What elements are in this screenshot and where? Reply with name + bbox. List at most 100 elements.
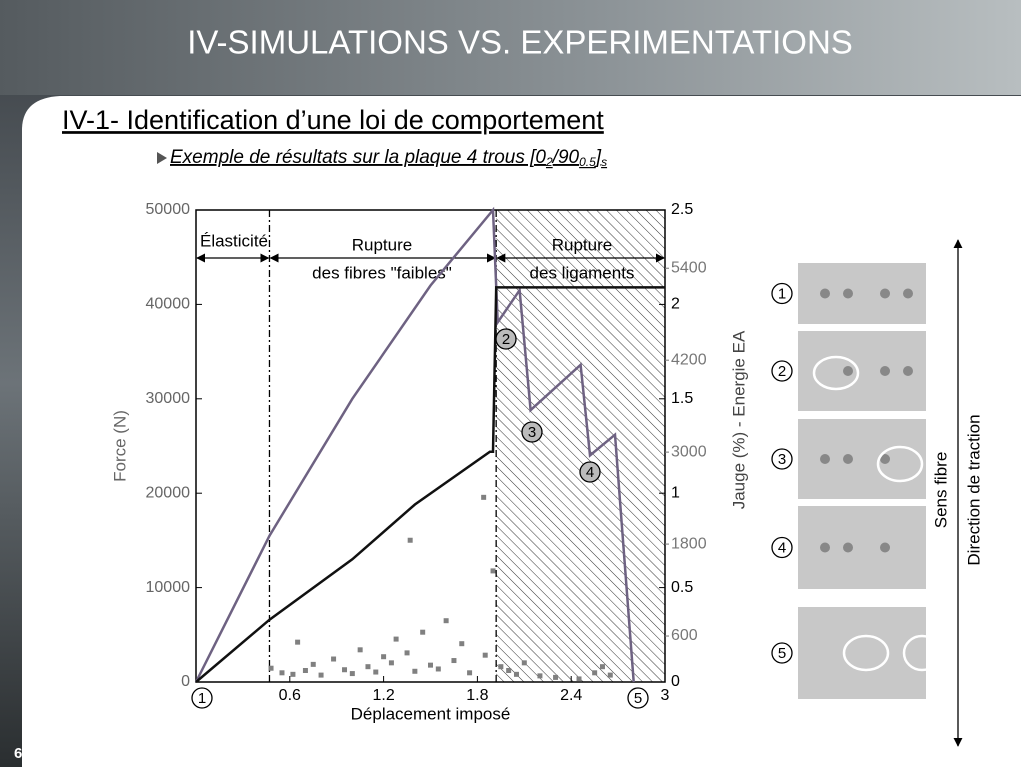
y-tick-label: 20000 [146,484,191,501]
hole [903,366,913,376]
x-axis-label: Déplacement imposé [351,704,511,723]
x-tick-label: 3 [661,687,670,704]
photo-strip: 1 2 3 4 5 Sens fibre Direction de traction [771,239,983,747]
energy-point [388,660,394,666]
slide-subtitle: IV-1- Identification d’une loi de compor… [62,105,604,135]
side-label: Direction de traction [964,414,983,565]
annotation: des fibres "faibles" [312,263,452,282]
energy-point [506,668,512,674]
energy-point [412,668,418,674]
energy-point [482,652,488,658]
title-band [0,0,1021,95]
energy-point [467,670,473,676]
energy-point [481,494,487,500]
y3-tick-label: 4200 [671,351,707,368]
energy-point [279,670,285,676]
annotation: Rupture [352,235,412,254]
example-sub: 2 [545,155,553,169]
hole [820,542,830,553]
damage-ring [876,445,924,483]
page-number: 60 [14,745,31,762]
side-label: Sens fibre [931,452,950,529]
example-text: Exemple de résultats sur la plaque 4 tro… [170,147,546,168]
y2-tick-label: 0.5 [671,579,693,596]
hole [843,366,853,376]
slide-title: IV-SIMULATIONS VS. EXPERIMENTATIONS [187,24,853,61]
example-sub: 0.5 [579,155,596,169]
energy-point [607,672,613,678]
chart: Élasticité Rupture des fibres "faibles" Rup… [110,201,748,723]
energy-point [451,658,457,664]
hole [820,454,830,464]
y2-tick-label: 1.5 [671,390,693,407]
hole [880,454,890,464]
damage-ring [812,355,860,391]
hole [843,454,853,464]
y3-tick-label: 600 [671,627,698,644]
energy-point [349,671,355,677]
example-text: /90 [551,147,580,168]
damage-ring [842,634,890,672]
energy-point [393,636,399,642]
y-tick-label: 10000 [146,579,191,596]
energy-point [592,670,598,676]
hole [820,288,830,299]
energy-point [553,674,559,680]
energy-point [420,629,426,635]
energy-point [513,671,519,677]
energy-point [357,647,363,653]
specimen-photo [796,605,928,701]
marker-label: 4 [586,464,594,481]
energy-point [599,664,605,670]
y-tick-label: 0 [181,673,190,690]
hole [880,288,890,299]
marker-label: 2 [502,331,510,348]
energy-point [443,618,449,624]
x-tick-label: 1.8 [466,687,488,704]
annotation: Rupture [552,235,612,254]
marker-circle [495,328,517,350]
y2-tick-label: 2.5 [671,201,693,218]
photo-number-circle [771,448,793,470]
energy-point [318,672,324,678]
photo-number-circle [771,642,793,664]
y2-axis-label: Jauge (%) - Energie EA [729,330,748,509]
hole [843,542,853,553]
marker-circle [627,687,649,709]
series-line [195,286,665,683]
energy-point [537,673,543,679]
bullet [157,152,167,164]
photo-number: 5 [778,645,786,662]
x-tick-label: 1.2 [372,687,394,704]
energy-point [290,671,296,677]
energy-point [576,676,582,682]
marker-circle [521,421,543,443]
energy-point [407,537,413,543]
energy-point [342,667,348,673]
photo-number-circle [771,282,793,305]
marker-label: 1 [198,690,206,707]
photo-number: 4 [778,539,786,556]
example-text: ] [594,147,602,168]
y2-tick-label: 2 [671,296,680,313]
series-line [194,206,635,683]
energy-point [295,639,301,645]
photo-number-circle [771,360,793,382]
photo-number: 2 [778,363,786,380]
marker-circle [579,461,601,483]
energy-point [459,641,465,647]
y3-tick-label: 3000 [671,443,707,460]
energy-point [302,668,308,674]
y-tick-label: 40000 [146,296,191,313]
y-tick-label: 50000 [146,201,191,218]
annotation: Élasticité [200,231,268,250]
y-tick-label: 30000 [146,390,191,407]
energy-point [521,660,527,666]
energy-point [404,650,410,656]
hatched-region [496,210,665,682]
y-axis-label: Force (N) [110,410,129,482]
energy-point [268,665,274,671]
y3-tick-label: 1800 [671,535,707,552]
energy-point [428,662,433,668]
